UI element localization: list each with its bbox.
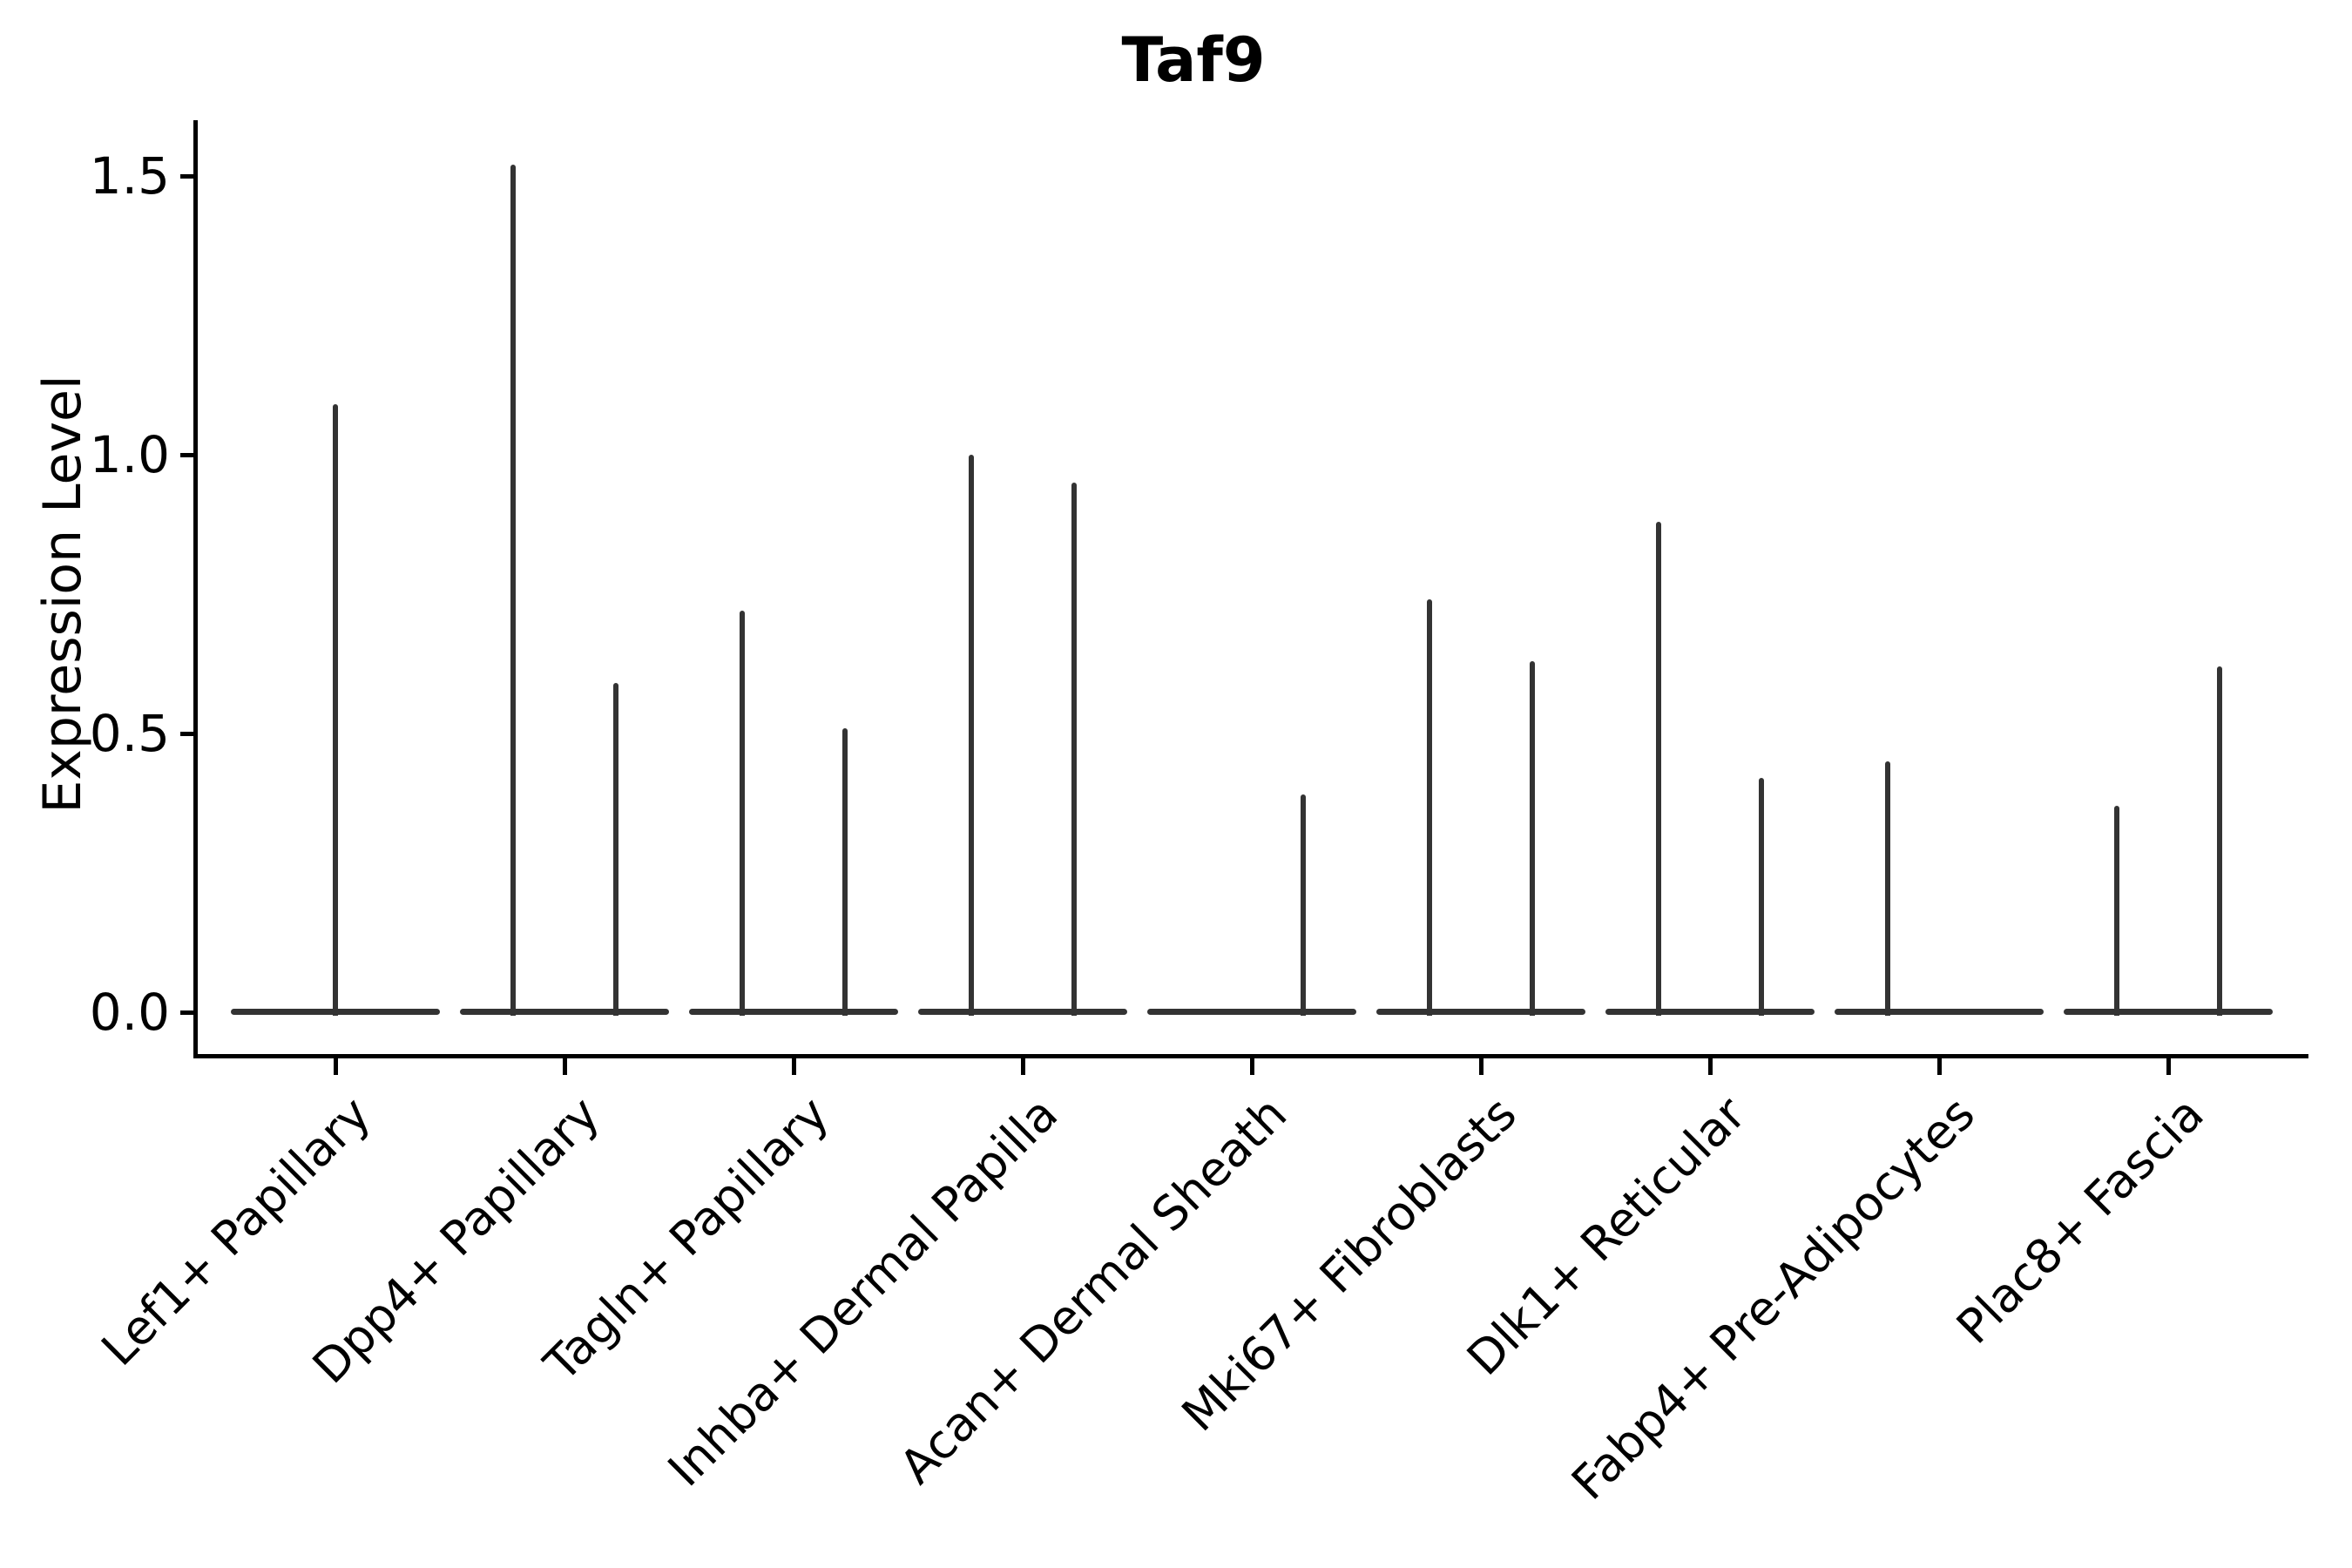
violin-spike [1301,794,1306,1016]
y-axis-spine [193,120,198,1058]
violin-spike [1427,599,1432,1016]
x-tick-mark [1707,1054,1713,1075]
violin-base [1147,1009,1356,1015]
x-tick-label: Acan+ Dermal Sheath [889,1086,1298,1495]
violin-spike [1071,483,1077,1016]
chart-title: Taf9 [1121,24,1266,96]
y-axis-label: Expression Level [32,375,93,814]
violin-spike [740,611,745,1016]
x-tick-mark [333,1054,338,1075]
x-tick-mark [2166,1054,2171,1075]
y-tick-label: 0.0 [89,983,170,1042]
x-tick-mark [791,1054,796,1075]
y-tick-mark [180,173,198,179]
x-tick-mark [562,1054,567,1075]
x-tick-label: Inhba+ Dermal Papilla [658,1086,1069,1497]
y-tick-label: 1.0 [89,425,170,484]
violin-spike [1530,660,1535,1016]
violin-spike [1885,761,1890,1016]
violin-spike [613,683,618,1016]
x-tick-mark [1249,1054,1254,1075]
y-tick-label: 1.5 [89,146,170,206]
y-tick-mark [180,1010,198,1015]
violin-base [1376,1009,1585,1015]
violin-spike [969,455,974,1016]
violin-spike [2114,806,2119,1016]
x-tick-mark [1478,1054,1484,1075]
y-tick-label: 0.5 [89,704,170,763]
violin-base [689,1009,898,1015]
x-tick-label: Fabp4+ Pre-Adipocytes [1560,1086,1985,1511]
violin-base [2064,1009,2273,1015]
x-tick-label: Plac8+ Fascia [1945,1086,2214,1355]
violin-spike [333,404,338,1016]
x-tick-mark [1936,1054,1942,1075]
violin-base [1835,1009,2044,1015]
y-tick-mark [180,452,198,457]
x-tick-mark [1020,1054,1025,1075]
violin-spike [1759,778,1764,1016]
violin-spike [842,727,848,1016]
violin-base [460,1009,669,1015]
violin-spike [2217,666,2222,1016]
violin-base [918,1009,1127,1015]
violin-spike [510,165,516,1016]
violin-base [1605,1009,1815,1015]
violin-spike [1656,521,1661,1016]
y-tick-mark [180,731,198,736]
